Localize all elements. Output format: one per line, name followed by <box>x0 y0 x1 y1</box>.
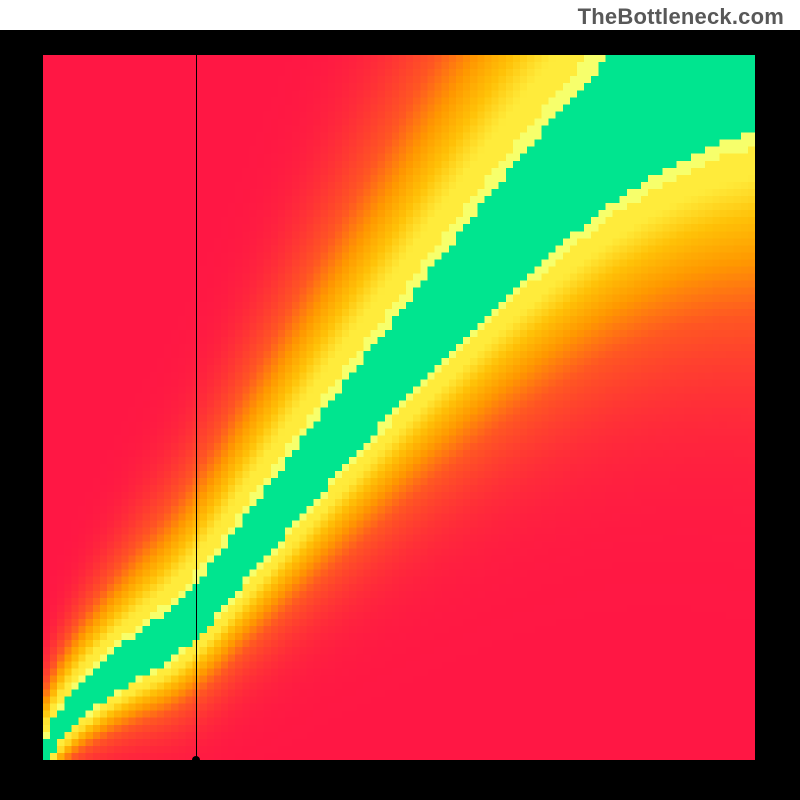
chart-frame <box>0 30 800 800</box>
heatmap-canvas <box>43 55 755 760</box>
watermark-text: TheBottleneck.com <box>578 4 784 30</box>
crosshair-marker <box>192 756 200 764</box>
crosshair-vertical-line <box>196 55 197 760</box>
heatmap-plot-area <box>43 55 755 760</box>
